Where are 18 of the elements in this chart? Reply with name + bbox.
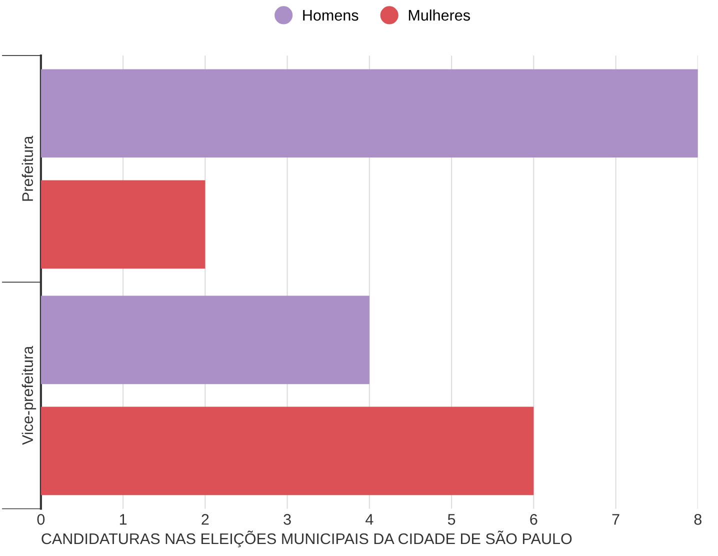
bar [40,296,370,384]
y-tick-label: Prefeitura [22,136,34,201]
x-tick-label: 5 [448,514,456,525]
x-tick-label: 0 [37,514,45,525]
x-tick-label: 2 [202,514,209,525]
legend-label: Mulheres [408,9,470,21]
bar [40,406,534,496]
bar [40,180,206,269]
y-tick-label: Vice-prefeitura [22,346,36,445]
x-tick-label: 7 [612,514,620,525]
x-tick-label: 3 [284,514,291,525]
x-axis-title: CANDIDATURAS NAS ELEIÇÕES MUNICIPAIS DA CIDADE DE SÃO PAULO [42,530,572,548]
legend-label: Homens [303,10,358,21]
x-tick-label: 4 [366,514,374,525]
bar [40,69,698,158]
x-tick-label: 8 [694,514,702,525]
x-tick-label: 6 [530,514,538,525]
x-tick-label: 1 [120,514,127,525]
